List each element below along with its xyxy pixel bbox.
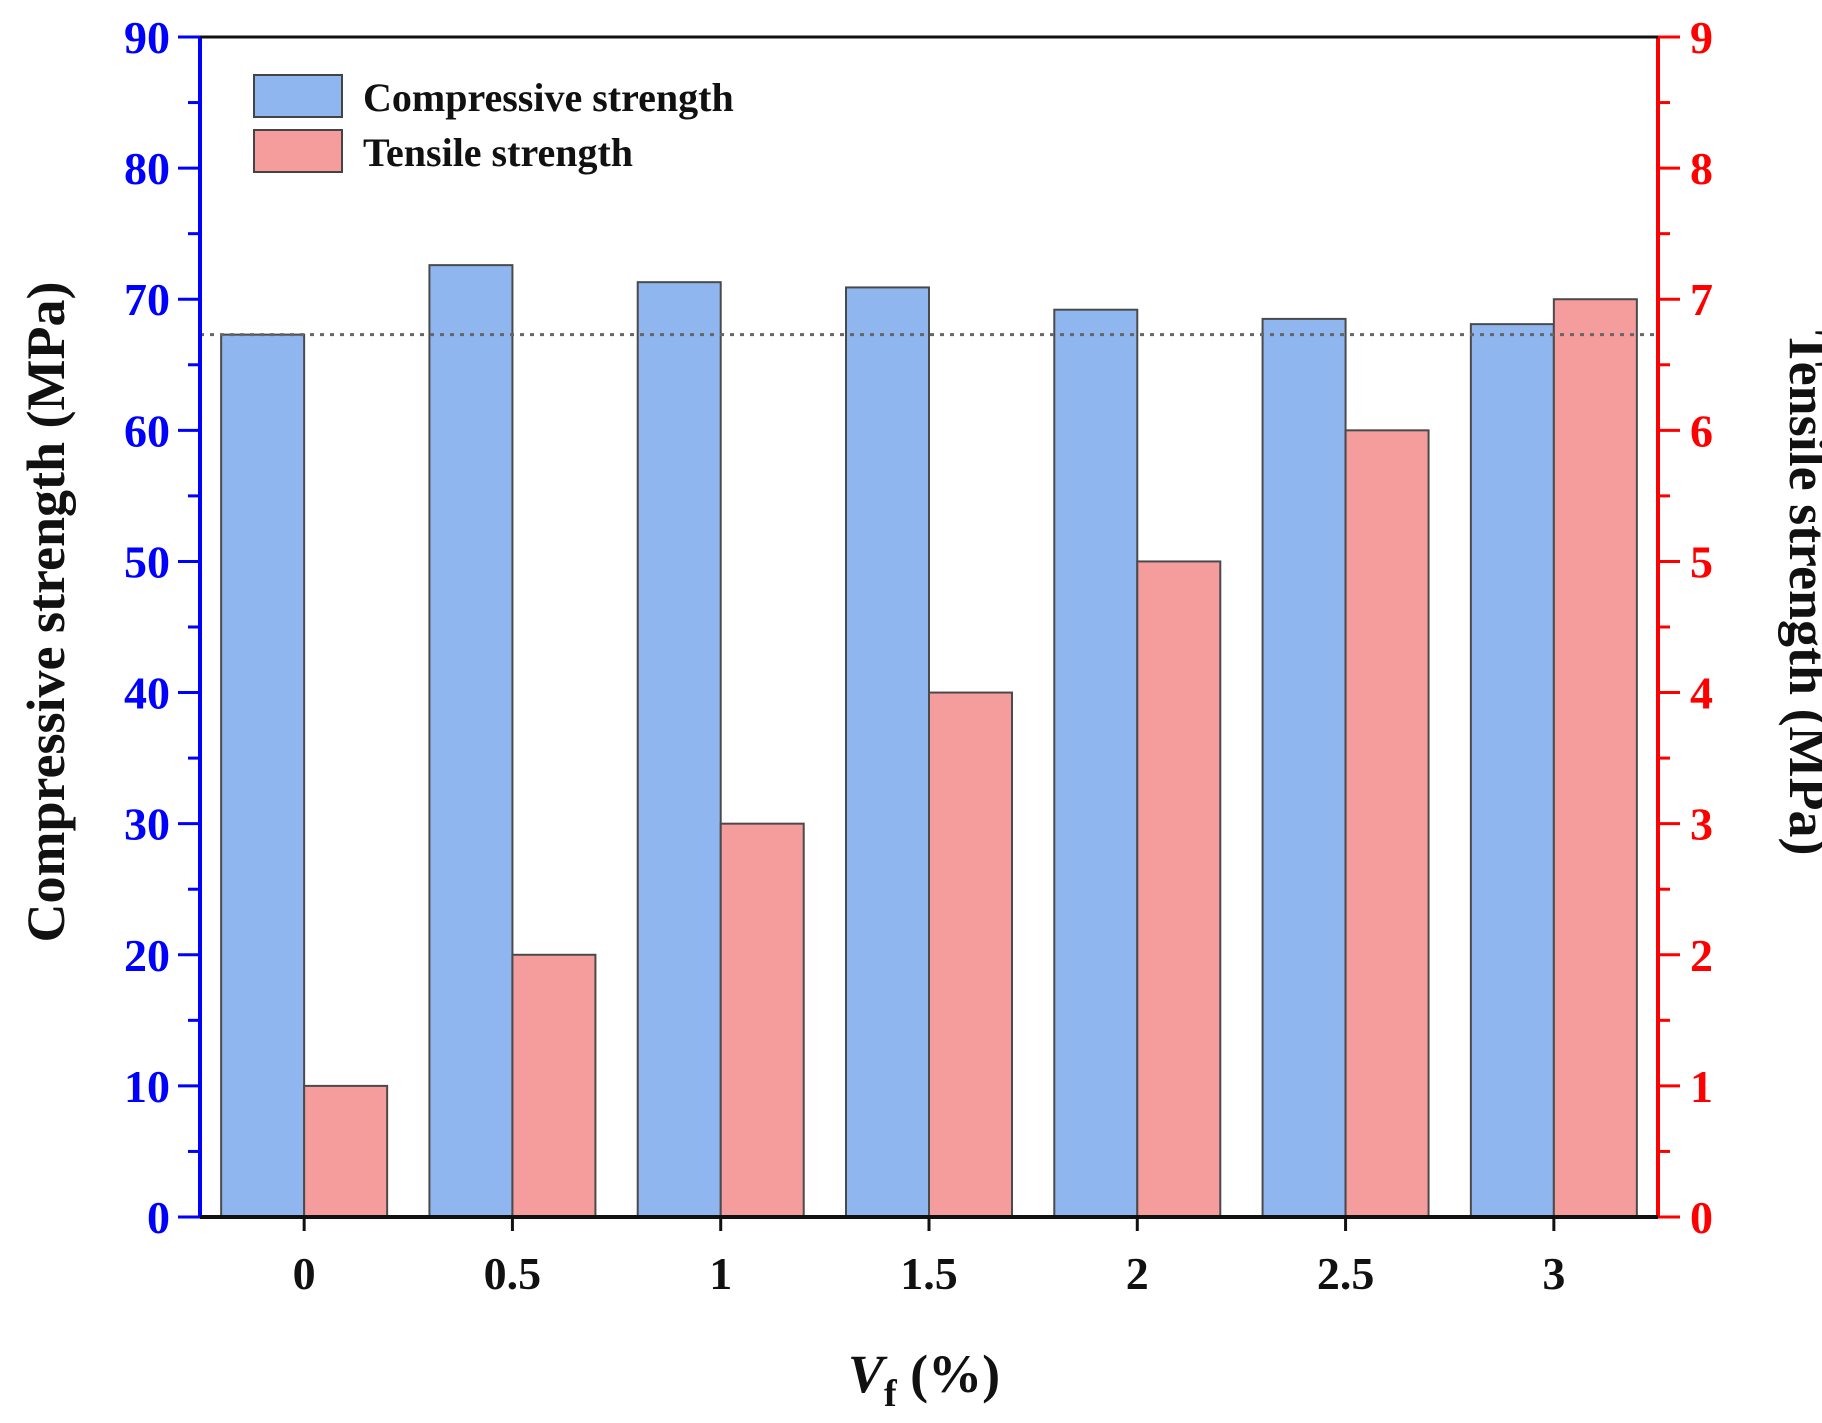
x-tick-label-4: 2 (1126, 1248, 1149, 1299)
right-tick-label-4: 4 (1690, 668, 1713, 719)
left-tick-label-1: 10 (124, 1061, 170, 1112)
x-tick-label-1: 0.5 (484, 1248, 542, 1299)
left-tick-label-6: 60 (124, 405, 170, 456)
legend-swatch-tensile (253, 129, 343, 173)
x-axis-title-sub: f (884, 1373, 898, 1415)
legend-swatch-compressive (253, 74, 343, 118)
tensile-bar-5 (1344, 429, 1430, 1219)
left-tick-label-3: 30 (124, 799, 170, 850)
left-tick-label-2: 20 (124, 930, 170, 981)
legend-label-tensile: Tensile strength (363, 130, 633, 175)
compressive-bar-6 (1469, 323, 1555, 1218)
left-tick-label-4: 40 (124, 668, 170, 719)
right-axis-title: Tensile strength (MPa) (1778, 331, 1822, 856)
compressive-bar-4 (1053, 308, 1139, 1218)
legend: Compressive strength Tensile strength (253, 74, 734, 175)
left-tick-label-5: 50 (124, 536, 170, 587)
right-tick-label-2: 2 (1690, 930, 1713, 981)
left-axis-title: Compressive strength (MPa) (16, 282, 76, 943)
right-tick-label-6: 6 (1690, 405, 1713, 456)
tensile-bar-6 (1552, 298, 1638, 1218)
x-axis-title-rest: (%) (897, 1344, 1000, 1404)
right-tick-label-0: 0 (1690, 1192, 1713, 1243)
right-tick-label-5: 5 (1690, 536, 1713, 587)
tensile-bar-3 (928, 691, 1013, 1218)
tensile-bar-2 (719, 822, 805, 1219)
right-tick-label-7: 7 (1690, 274, 1713, 325)
x-axis-title-main: V (848, 1344, 888, 1404)
tensile-bar-4 (1136, 560, 1222, 1218)
right-tick-label-3: 3 (1690, 799, 1713, 850)
left-tick-label-7: 70 (124, 274, 170, 325)
compressive-bar-3 (845, 286, 930, 1218)
tensile-bar-1 (511, 953, 597, 1218)
bars-layer (220, 264, 1638, 1219)
x-tick-label-5: 2.5 (1317, 1248, 1375, 1299)
x-tick-label-6: 3 (1542, 1248, 1565, 1299)
tensile-bar-0 (303, 1084, 389, 1219)
compressive-bar-0 (220, 333, 306, 1219)
right-tick-label-8: 8 (1690, 143, 1713, 194)
right-tick-label-9: 9 (1690, 12, 1713, 63)
x-tick-label-2: 1 (709, 1248, 732, 1299)
legend-label-compressive: Compressive strength (363, 75, 734, 120)
left-tick-label-8: 80 (124, 143, 170, 194)
compressive-bar-5 (1261, 317, 1347, 1218)
compressive-bar-2 (636, 281, 722, 1218)
left-tick-label-9: 90 (124, 12, 170, 63)
right-tick-label-1: 1 (1690, 1061, 1713, 1112)
left-tick-label-0: 0 (147, 1192, 170, 1243)
x-tick-label-3: 1.5 (900, 1248, 958, 1299)
compressive-bar-1 (428, 264, 514, 1218)
x-tick-label-0: 0 (293, 1248, 316, 1299)
x-axis-title: Vf (%) (848, 1344, 1000, 1415)
